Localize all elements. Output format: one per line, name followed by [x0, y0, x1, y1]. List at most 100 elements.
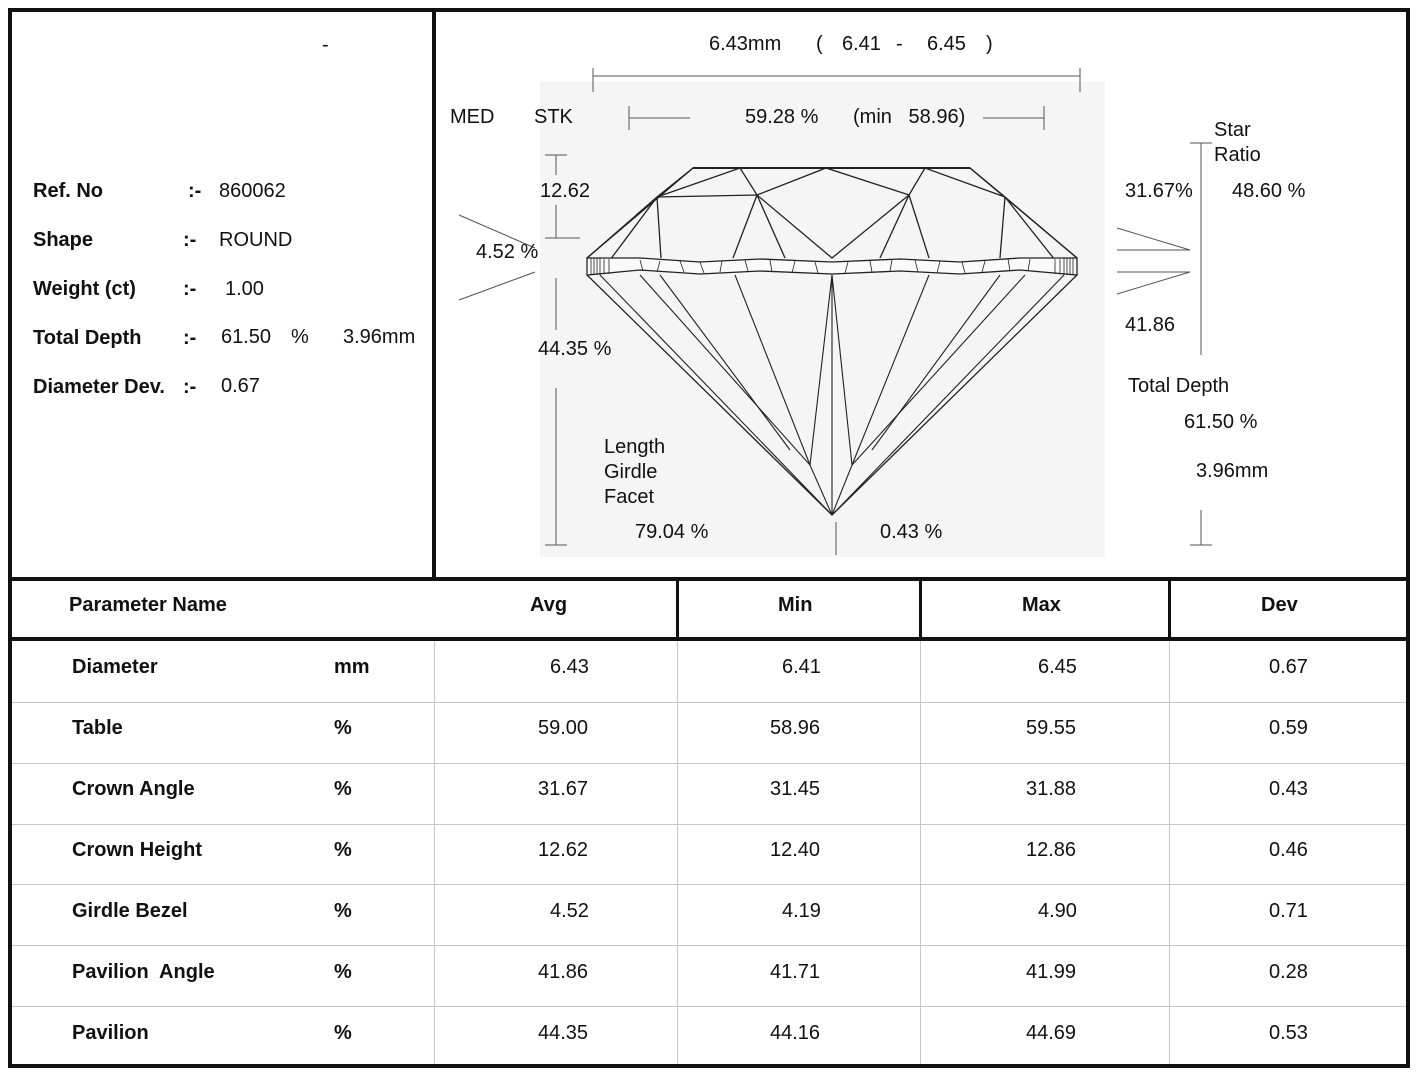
diameter-dev-separator: :-: [183, 376, 197, 398]
weight-label: Weight (ct): [33, 278, 136, 300]
table-row: Diameter mm 6.43 6.41 6.45 0.67: [12, 640, 1406, 701]
diameter-dash: -: [896, 33, 903, 55]
report-frame: [8, 8, 1410, 1068]
max-value: 31.88: [1026, 778, 1077, 800]
grid-row-line: [12, 1006, 1406, 1007]
max-value: 4.90: [1038, 900, 1077, 922]
section-divider: [8, 577, 1410, 581]
dev-value: 0.71: [1269, 900, 1308, 922]
total-depth-label: Total Depth: [33, 327, 142, 349]
parameter-name: Pavilion: [72, 1022, 149, 1044]
total-depth-percent: 61.50 %: [1184, 411, 1258, 433]
pavilion-angle: 41.86: [1125, 314, 1176, 336]
min-value: 4.19: [782, 900, 821, 922]
header-col-divider: [1168, 580, 1171, 639]
avg-value: 12.62: [538, 839, 589, 861]
lgf-label-line1: Length: [604, 436, 666, 458]
diameter-close-paren: ): [986, 33, 993, 55]
dev-value: 0.28: [1269, 961, 1308, 983]
ref-value: 860062: [219, 180, 286, 202]
grid-row-line: [12, 824, 1406, 825]
parameter-unit: %: [334, 1022, 352, 1044]
star-ratio: 48.60 %: [1232, 180, 1306, 202]
min-value: 12.40: [770, 839, 821, 861]
grid-column-line: [920, 641, 921, 1064]
max-value: 12.86: [1026, 839, 1077, 861]
parameter-name: Crown Angle: [72, 778, 195, 800]
parameter-unit: %: [334, 961, 352, 983]
diamond-drawing: [458, 68, 1212, 557]
panel-divider: [432, 8, 436, 580]
header-avg: Avg: [530, 594, 568, 616]
min-value: 58.96: [770, 717, 821, 739]
header-divider: [8, 637, 1410, 641]
ref-label: Ref. No: [33, 180, 103, 202]
diameter-max: 6.45: [927, 33, 966, 55]
shape-label: Shape: [33, 229, 94, 251]
header-col-divider: [676, 580, 679, 639]
parameter-name: Girdle Bezel: [72, 900, 188, 922]
header-parameter-name: Parameter Name: [69, 594, 227, 616]
min-value: 6.41: [782, 656, 821, 678]
diameter-avg: 6.43mm: [709, 33, 782, 55]
dev-value: 0.59: [1269, 717, 1308, 739]
total-depth-value: 61.50: [221, 326, 272, 348]
dev-value: 0.46: [1269, 839, 1308, 861]
diameter-open-paren: (: [816, 33, 823, 55]
total-depth-label: Total Depth: [1128, 375, 1230, 397]
shape-separator: :-: [183, 229, 197, 251]
header-max: Max: [1022, 594, 1061, 616]
grid-column-line: [1169, 641, 1170, 1064]
grid-column-line: [434, 641, 435, 1064]
diameter-min: 6.41: [842, 33, 881, 55]
parameter-unit: %: [334, 900, 352, 922]
dev-value: 0.43: [1269, 778, 1308, 800]
total-depth-percent: %: [291, 326, 309, 348]
header-min: Min: [778, 594, 813, 616]
parameter-unit: mm: [334, 656, 370, 678]
diameter-dev-label: Diameter Dev.: [33, 376, 165, 398]
max-value: 6.45: [1038, 656, 1077, 678]
min-value: 41.71: [770, 961, 821, 983]
star-ratio-label-line2: Ratio: [1214, 144, 1261, 166]
min-value: 44.16: [770, 1022, 821, 1044]
shape-value: ROUND: [219, 229, 293, 251]
max-value: 59.55: [1026, 717, 1077, 739]
grid-row-line: [12, 945, 1406, 946]
avg-value: 59.00: [538, 717, 589, 739]
avg-value: 4.52: [550, 900, 589, 922]
total-depth-separator: :-: [183, 327, 197, 349]
avg-value: 41.86: [538, 961, 589, 983]
grid-row-line: [12, 763, 1406, 764]
table-row: Crown Height % 12.62 12.40 12.86 0.46: [12, 823, 1406, 884]
table-percent: 59.28 %: [745, 106, 819, 128]
total-depth-mm: 3.96mm: [1196, 460, 1269, 482]
lgf-label-line3: Facet: [604, 486, 655, 508]
parameter-name: Diameter: [72, 656, 158, 678]
diamond-proportion-diagram: 6.43mm ( 6.41 - 6.45 ) MED STK 59.28 % (…: [436, 12, 1406, 576]
table-min: (min 58.96): [853, 106, 966, 128]
grid-row-line: [12, 884, 1406, 885]
grid-row-line: [12, 702, 1406, 703]
min-value: 31.45: [770, 778, 821, 800]
table-row: Pavilion % 44.35 44.16 44.69 0.53: [12, 1006, 1406, 1067]
parameter-unit: %: [334, 839, 352, 861]
girdle-bezel: 4.52 %: [476, 241, 539, 263]
avg-value: 31.67: [538, 778, 589, 800]
parameter-unit: %: [334, 717, 352, 739]
grid-column-line: [677, 641, 678, 1064]
table-row: Crown Angle % 31.67 31.45 31.88 0.43: [12, 762, 1406, 823]
star-ratio-label-line1: Star: [1214, 119, 1251, 141]
header-dev: Dev: [1261, 594, 1298, 616]
parameter-unit: %: [334, 778, 352, 800]
crown-angle: 31.67%: [1125, 180, 1193, 202]
parameter-name: Crown Height: [72, 839, 202, 861]
diameter-dev-value: 0.67: [221, 375, 260, 397]
culet-percent: 0.43 %: [880, 521, 943, 543]
weight-value: 1.00: [225, 278, 264, 300]
avg-value: 6.43: [550, 656, 589, 678]
lgf-label-line2: Girdle: [604, 461, 658, 483]
girdle-thickness-stk: STK: [534, 106, 573, 128]
header-dash: -: [322, 34, 329, 56]
parameter-name: Table: [72, 717, 123, 739]
